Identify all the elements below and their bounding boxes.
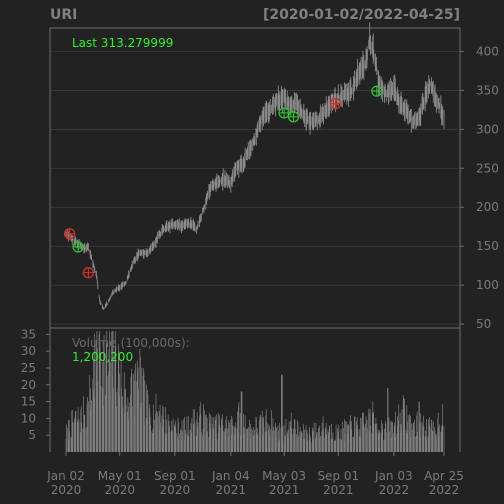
volume-tick-label: 20	[21, 378, 36, 392]
volume-tick-label: 10	[21, 411, 36, 425]
volume-tick-label: 5	[28, 428, 36, 442]
last-price-label: Last 313.279999	[72, 36, 173, 50]
price-tick-label: 250	[476, 161, 499, 175]
buy-signal-marker	[371, 85, 383, 97]
volume-value: 1,200,200	[72, 350, 133, 364]
volume-bars	[65, 331, 445, 452]
volume-tick-label: 25	[21, 361, 36, 375]
date-tick-year: 2022	[429, 483, 460, 497]
buy-signal-marker	[278, 107, 290, 119]
date-tick-label: May 03	[262, 469, 306, 483]
signal-markers	[63, 85, 383, 279]
volume-tick-label: 30	[21, 344, 36, 358]
price-tick-label: 50	[476, 317, 491, 331]
date-tick-label: Jan 02	[46, 469, 85, 483]
price-tick-label: 400	[476, 44, 499, 58]
buy-signal-marker	[72, 241, 84, 253]
price-panel-frame	[49, 27, 461, 329]
date-tick-label: Jan 03	[374, 469, 413, 483]
date-tick-label: Jan 04	[211, 469, 250, 483]
price-series	[65, 22, 445, 310]
date-tick-year: 2020	[160, 483, 191, 497]
sell-signal-marker	[63, 228, 76, 240]
date-tick-year: 2020	[104, 483, 135, 497]
price-tick-label: 100	[476, 278, 499, 292]
chart-date-range: [2020-01-02/2022-04-25]	[263, 7, 460, 23]
buy-signal-marker	[287, 111, 300, 123]
date-tick-year: 2020	[51, 483, 82, 497]
chart-symbol: URI	[50, 7, 77, 23]
volume-tick-label: 15	[21, 395, 36, 409]
date-tick-label: May 01	[98, 469, 142, 483]
sell-signal-marker	[329, 97, 342, 110]
date-tick-label: Apr 25	[424, 469, 464, 483]
volume-tick-label: 35	[21, 327, 36, 341]
volume-axis: 5 10 15 20 25 30 35	[21, 327, 50, 442]
date-tick-label: Sep 01	[154, 469, 196, 483]
price-tick-label: 300	[476, 122, 499, 136]
sell-signal-marker	[82, 267, 95, 279]
date-tick-year: 2022	[379, 483, 410, 497]
volume-label: Volume (100,000s):	[72, 336, 190, 350]
date-tick-year: 2021	[216, 483, 247, 497]
price-tick-label: 200	[476, 200, 499, 214]
price-tick-label: 150	[476, 239, 499, 253]
price-axis: 50 100 150 200 250 300 350 400	[460, 44, 499, 331]
date-tick-year: 2021	[269, 483, 300, 497]
date-tick-label: Sep 01	[317, 469, 359, 483]
price-tick-label: 350	[476, 83, 499, 97]
date-tick-year: 2021	[323, 483, 354, 497]
